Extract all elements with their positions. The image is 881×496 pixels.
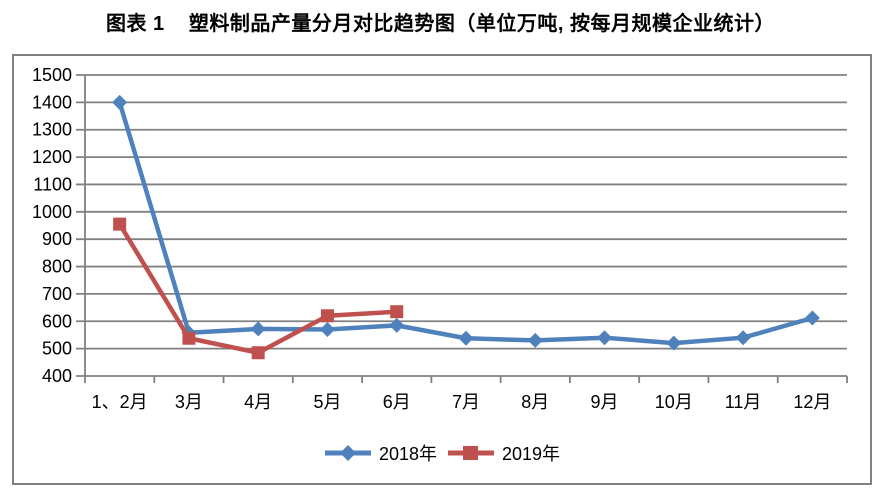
y-axis-tick-label: 1300: [32, 120, 72, 140]
line-chart-canvas: 400 500 600 700 800 900 1000 1100 1200 1300 1400 15…: [32, 65, 848, 412]
x-axis-tick-label: 9月: [591, 392, 619, 412]
data-point-diamond: [735, 330, 751, 346]
legend-2019-line-square-icon: [448, 446, 494, 460]
data-point-diamond: [458, 330, 474, 346]
data-point-diamond: [597, 330, 613, 346]
y-axis-tick-label: 1400: [32, 92, 72, 112]
y-axis-tick-label: 500: [42, 339, 72, 359]
x-axis-tick-label: 4月: [244, 392, 272, 412]
y-axis-tick-label: 900: [42, 229, 72, 249]
data-point-diamond: [804, 310, 820, 326]
x-axis-tick-label: 7月: [452, 392, 480, 412]
y-axis-tick-label: 1200: [32, 147, 72, 167]
y-axis-tick-label: 700: [42, 284, 72, 304]
data-point-diamond: [250, 321, 266, 337]
y-axis-tick-label: 600: [42, 311, 72, 331]
y-axis-tick-label: 800: [42, 257, 72, 277]
x-axis-tick-label: 1、2月: [92, 392, 148, 412]
data-point-diamond: [389, 317, 405, 333]
y-axis-tick-label: 1500: [32, 65, 72, 85]
data-point-diamond: [666, 335, 682, 351]
legend-label-2019: 2019年: [502, 444, 561, 464]
x-axis-tick-label: 11月: [725, 392, 762, 412]
legend-2018-line-diamond-icon: [324, 445, 371, 461]
x-axis-tick-label: 8月: [521, 392, 549, 412]
data-point-square: [113, 217, 127, 231]
x-axis-tick-label: 5月: [313, 392, 341, 412]
legend-item-2019: 2019年: [447, 440, 560, 466]
chart-frame: 400 500 600 700 800 900 1000 1100 1200 1300 1400 15…: [12, 54, 872, 485]
data-point-diamond: [112, 94, 128, 110]
legend-item-2018: 2018年: [324, 440, 437, 466]
data-point-square: [320, 309, 334, 323]
x-axis-tick-label: 3月: [175, 392, 203, 412]
chart-title: 图表 1 塑料制品产量分月对比趋势图（单位万吨, 按每月规模企业统计）: [105, 13, 776, 35]
data-point-square: [390, 305, 404, 319]
y-axis-tick-label: 1000: [32, 202, 72, 222]
y-axis-tick-label: 400: [42, 366, 72, 386]
data-point-diamond: [527, 332, 543, 348]
x-axis-tick-label: 6月: [383, 392, 411, 412]
series-line-2018年: [117, 100, 815, 346]
y-axis-tick-label: 1100: [33, 174, 72, 194]
data-point-square: [182, 331, 196, 345]
chart-legend: 2018年 2019年: [14, 440, 870, 466]
x-axis-tick-label: 10月: [655, 392, 693, 412]
data-point-square: [251, 346, 265, 360]
legend-label-2018: 2018年: [378, 444, 437, 464]
data-point-diamond: [319, 321, 335, 337]
x-axis-tick-label: 12月: [793, 392, 831, 412]
